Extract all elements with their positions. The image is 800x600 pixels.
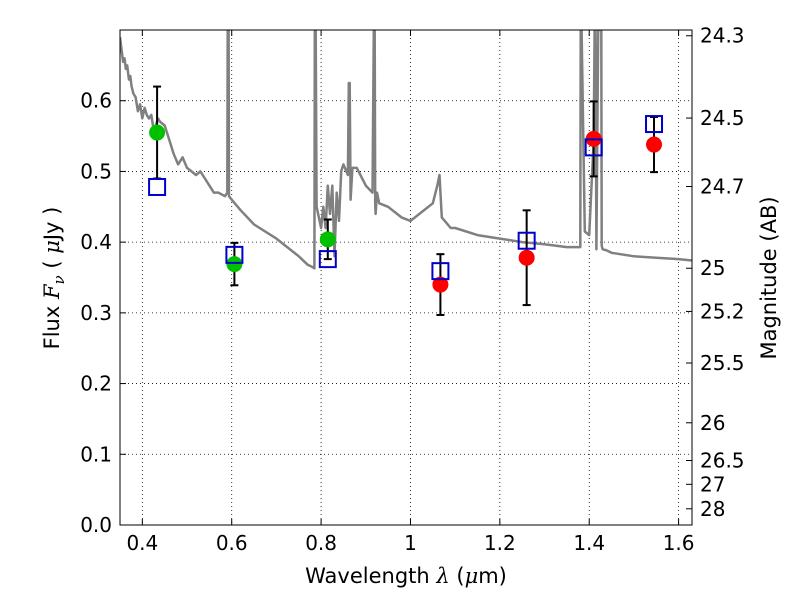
model-photometry-square xyxy=(225,245,244,264)
y-tick-labels: 0.0 0.1 0.2 0.3 0.4 0.5 0.6 xyxy=(80,89,112,537)
y-tick-label: 0.5 xyxy=(80,159,112,183)
right-axis-label: Magnitude (AB) xyxy=(757,196,781,359)
right-tick-label: 27 xyxy=(700,472,725,496)
x-axis-label: Wavelength λ (μm) xyxy=(305,564,507,588)
right-tick-label: 24.3 xyxy=(700,24,745,48)
y-axis-label: Flux Fν ( μJy ) xyxy=(40,207,68,350)
x-tick-label: 0.4 xyxy=(126,531,158,555)
model-photometry-square xyxy=(318,250,337,269)
x-tick-label: 1 xyxy=(404,531,417,555)
model-photometry-square xyxy=(517,231,536,250)
model-spectrum-line xyxy=(120,30,692,270)
y-tick-label: 0.4 xyxy=(80,230,112,254)
y-tick-label: 0.6 xyxy=(80,89,112,113)
green-data-point xyxy=(149,124,166,141)
right-tick-label: 25.5 xyxy=(700,351,745,375)
model-photometry-square xyxy=(645,115,664,134)
plot-frame xyxy=(119,29,693,526)
model-photometry-square xyxy=(584,138,603,157)
axis-ticks xyxy=(120,30,692,526)
green-data-point xyxy=(319,231,336,248)
right-tick-label: 26.5 xyxy=(700,449,745,473)
x-tick-label: 0.8 xyxy=(305,531,337,555)
red-data-point xyxy=(646,136,663,153)
right-tick-label: 28 xyxy=(700,497,725,521)
y-tick-label: 0.3 xyxy=(80,301,112,325)
x-tick-labels: 0.4 0.6 0.8 1 1.2 1.4 1.6 xyxy=(126,531,694,555)
right-tick-label: 24.7 xyxy=(700,175,745,199)
data-points-layer xyxy=(148,115,664,293)
right-tick-label: 26 xyxy=(700,411,725,435)
red-data-point xyxy=(518,249,535,266)
x-tick-label: 1.2 xyxy=(484,531,516,555)
right-tick-label: 25.2 xyxy=(700,299,745,323)
right-tick-label: 24.5 xyxy=(700,106,745,130)
green-data-point xyxy=(226,256,243,273)
model-spectrum-layer xyxy=(120,30,692,270)
y-tick-label: 0.1 xyxy=(80,442,112,466)
red-data-point xyxy=(432,276,449,293)
grid-lines xyxy=(120,30,692,525)
x-tick-label: 0.6 xyxy=(216,531,248,555)
right-tick-label: 25 xyxy=(700,256,725,280)
y-tick-label: 0.2 xyxy=(80,372,112,396)
model-photometry-square xyxy=(431,262,450,281)
x-tick-label: 1.4 xyxy=(573,531,605,555)
x-tick-label: 1.6 xyxy=(663,531,695,555)
model-photometry-square xyxy=(148,177,167,196)
y-tick-label: 0.0 xyxy=(80,513,112,537)
